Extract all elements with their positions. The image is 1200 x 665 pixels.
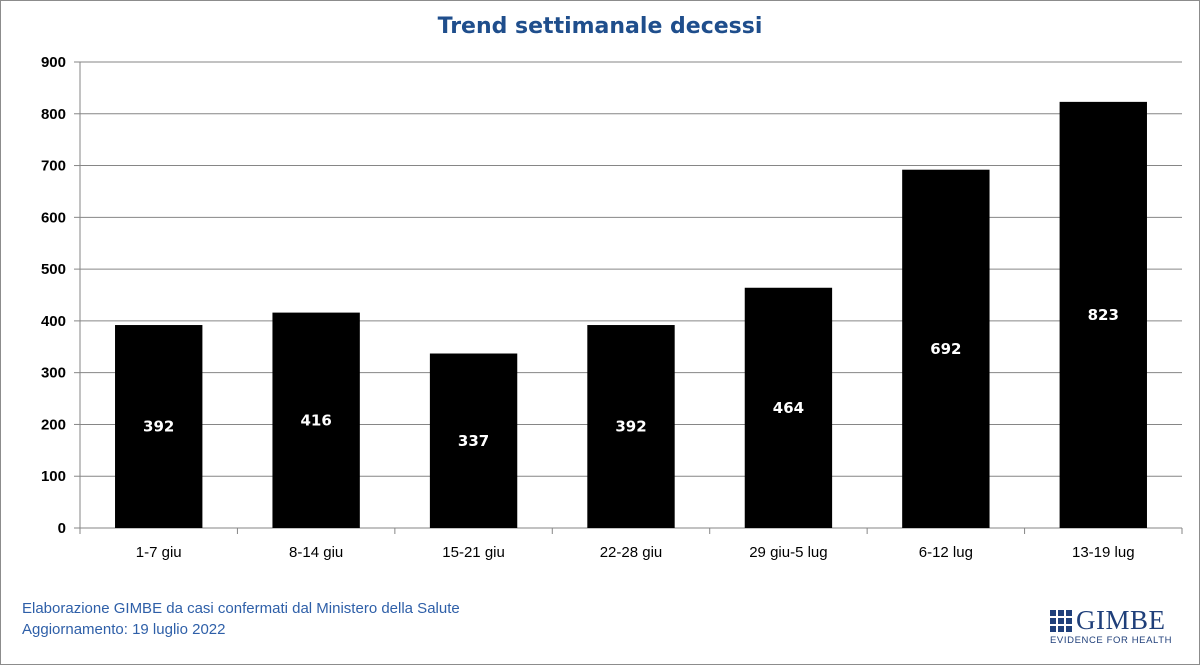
y-tick-label: 300 bbox=[41, 365, 66, 382]
bar-value-label: 392 bbox=[615, 418, 646, 436]
footer-update: Aggiornamento: 19 luglio 2022 bbox=[22, 621, 226, 638]
x-tick-label: 22-28 giu bbox=[600, 544, 663, 561]
y-tick-label: 600 bbox=[41, 209, 66, 226]
bar bbox=[115, 325, 203, 528]
y-tick-label: 100 bbox=[41, 468, 66, 485]
bar-value-label: 823 bbox=[1088, 306, 1119, 324]
bar bbox=[902, 169, 990, 528]
footer-note: Elaborazione GIMBE da casi confermati da… bbox=[22, 598, 460, 640]
logo-grid-icon bbox=[1050, 610, 1072, 632]
footer-source: Elaborazione GIMBE da casi confermati da… bbox=[22, 600, 460, 617]
x-tick-label: 8-14 giu bbox=[289, 544, 343, 561]
y-tick-label: 900 bbox=[41, 54, 66, 71]
x-tick-label: 1-7 giu bbox=[136, 544, 182, 561]
chart-title: Trend settimanale decessi bbox=[437, 14, 763, 39]
bar bbox=[272, 312, 360, 528]
bar-chart: 0 100 200 300 400 500 600 700 800 900 392 1-7 giu 41… bbox=[41, 54, 1183, 561]
x-tick-label: 6-12 lug bbox=[919, 544, 973, 561]
bar-value-label: 337 bbox=[458, 432, 489, 450]
gimbe-logo: GIMBE EVIDENCE FOR HEALTH bbox=[1050, 605, 1190, 654]
y-tick-label: 800 bbox=[41, 106, 66, 123]
bar-value-label: 692 bbox=[930, 340, 961, 358]
y-tick-label: 200 bbox=[41, 416, 66, 433]
x-tick-label: 15-21 giu bbox=[442, 544, 505, 561]
bar bbox=[744, 287, 833, 528]
logo-tagline: EVIDENCE FOR HEALTH bbox=[1050, 635, 1173, 646]
bar-value-label: 392 bbox=[143, 418, 174, 436]
bar-value-label: 416 bbox=[300, 411, 331, 429]
x-tick-label: 29 giu-5 lug bbox=[749, 544, 827, 561]
y-tick-label: 400 bbox=[41, 313, 66, 330]
bar bbox=[429, 353, 518, 528]
y-tick-label: 700 bbox=[41, 158, 66, 175]
y-tick-label: 0 bbox=[58, 520, 66, 537]
bar bbox=[1059, 101, 1147, 528]
x-tick-label: 13-19 lug bbox=[1072, 544, 1135, 561]
bar bbox=[587, 325, 675, 528]
bar-value-label: 464 bbox=[773, 399, 804, 417]
logo-wordmark: GIMBE bbox=[1076, 605, 1166, 635]
y-tick-label: 500 bbox=[41, 261, 66, 278]
